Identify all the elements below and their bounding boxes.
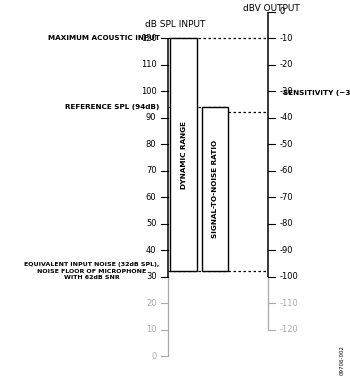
Text: 0: 0 — [279, 7, 285, 16]
Text: REFERENCE SPL (94dB): REFERENCE SPL (94dB) — [65, 104, 160, 110]
Text: 120: 120 — [141, 34, 156, 43]
Text: 100: 100 — [141, 87, 156, 96]
Text: 70: 70 — [146, 166, 156, 175]
Text: -10: -10 — [279, 34, 293, 43]
Text: -80: -80 — [279, 219, 293, 228]
Text: 50: 50 — [146, 219, 156, 228]
Text: -20: -20 — [279, 60, 293, 69]
Text: MAXIMUM ACOUSTIC INPUT: MAXIMUM ACOUSTIC INPUT — [48, 35, 160, 41]
Text: EQUIVALENT INPUT NOISE (32dB SPL),
NOISE FLOOR OF MICROPHONE
WITH 62dB SNR: EQUIVALENT INPUT NOISE (32dB SPL), NOISE… — [24, 262, 160, 280]
Text: 09706-002: 09706-002 — [340, 345, 345, 375]
Text: -50: -50 — [279, 140, 293, 149]
Text: dB SPL INPUT: dB SPL INPUT — [145, 20, 205, 29]
Text: 20: 20 — [146, 299, 156, 307]
Text: 40: 40 — [146, 246, 156, 255]
Text: DYNAMIC RANGE: DYNAMIC RANGE — [181, 121, 187, 189]
Text: SENSITIVITY (~38dBV): SENSITIVITY (~38dBV) — [283, 91, 350, 96]
Text: -120: -120 — [279, 325, 298, 334]
Text: -40: -40 — [279, 113, 293, 122]
Text: -100: -100 — [279, 272, 298, 281]
Text: 80: 80 — [146, 140, 156, 149]
Text: 0: 0 — [151, 352, 156, 360]
Text: 30: 30 — [146, 272, 156, 281]
Text: SIGNAL-TO-NOISE RATIO: SIGNAL-TO-NOISE RATIO — [212, 140, 218, 238]
Text: 90: 90 — [146, 113, 156, 122]
Text: 110: 110 — [141, 60, 156, 69]
Text: 10: 10 — [146, 325, 156, 334]
Text: -30: -30 — [279, 87, 293, 96]
Text: -60: -60 — [279, 166, 293, 175]
Bar — [170, 38, 197, 271]
Text: -70: -70 — [279, 193, 293, 202]
Text: -90: -90 — [279, 246, 293, 255]
Bar — [202, 107, 228, 271]
Text: -110: -110 — [279, 299, 298, 307]
Text: dBV OUTPUT: dBV OUTPUT — [243, 4, 299, 13]
Text: 60: 60 — [146, 193, 156, 202]
